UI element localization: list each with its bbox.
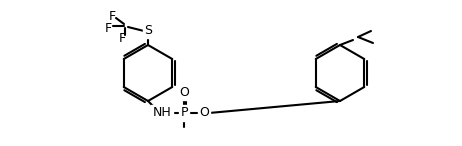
Text: O: O bbox=[179, 86, 189, 99]
Text: F: F bbox=[109, 9, 116, 22]
Text: F: F bbox=[118, 32, 126, 45]
Text: S: S bbox=[144, 24, 152, 36]
Text: P: P bbox=[180, 106, 188, 119]
Text: NH: NH bbox=[152, 106, 171, 119]
Text: O: O bbox=[199, 106, 209, 119]
Text: F: F bbox=[104, 21, 111, 34]
